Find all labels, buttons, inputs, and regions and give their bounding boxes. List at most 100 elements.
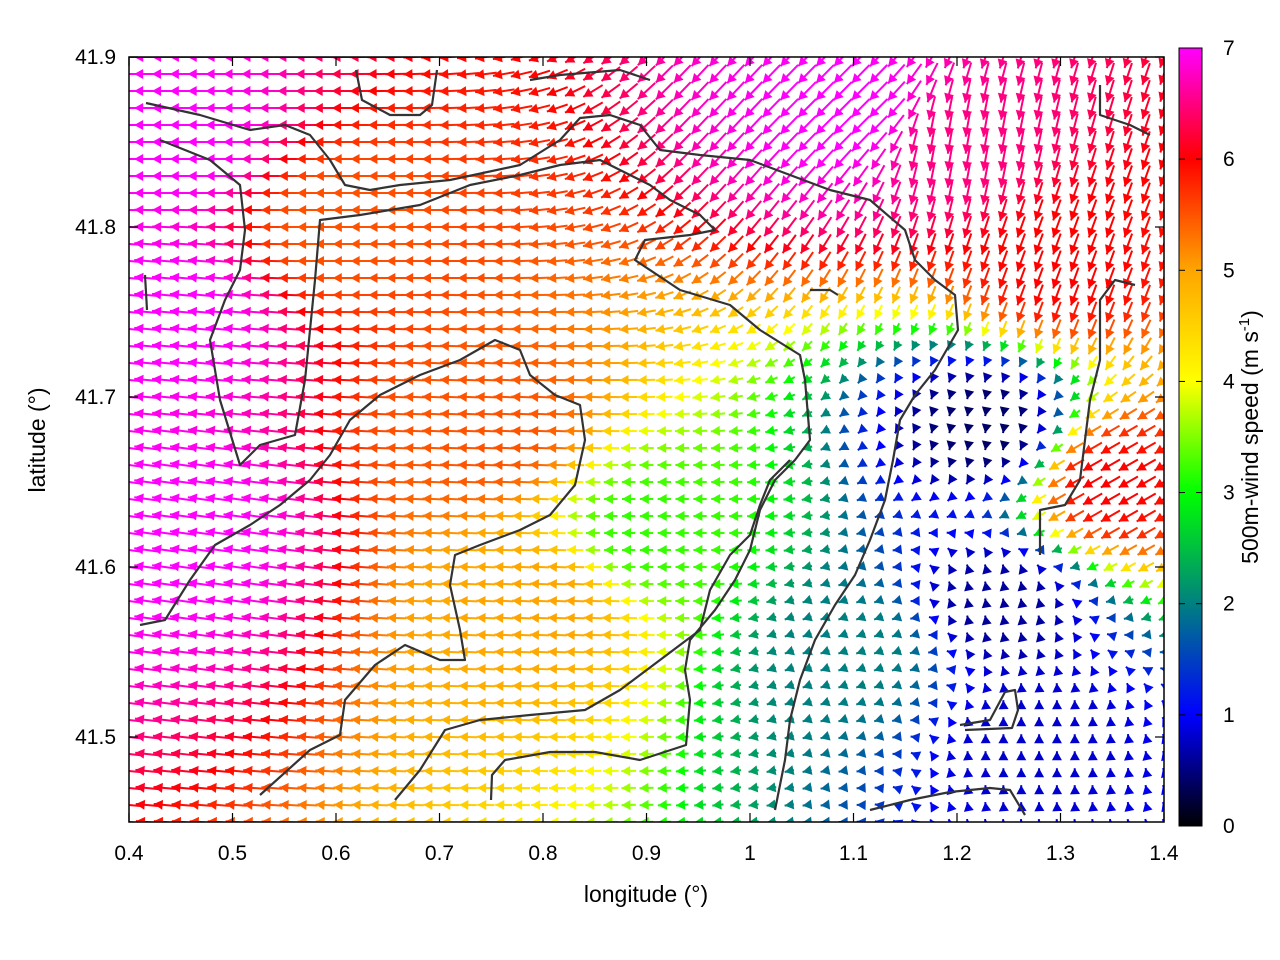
wind-arrow [797,132,817,152]
wind-arrow [838,645,849,656]
wind-arrow [838,799,848,810]
wind-arrow [835,216,850,238]
wind-arrow [476,629,496,640]
wind-arrow [441,800,460,811]
wind-arrow [313,561,338,572]
wind-arrow [673,132,692,152]
wind-arrow [206,748,230,759]
wind-arrow [874,340,885,352]
wind-arrow [674,425,690,436]
wind-arrow [134,629,160,640]
wind-arrow [528,69,551,80]
wind-arrow [296,170,318,181]
wind-arrow [368,561,390,572]
wind-arrow [129,701,142,706]
wind-arrow [766,662,777,673]
wind-arrow [730,663,742,674]
wind-arrow [657,765,672,776]
wind-arrow [529,290,550,301]
wind-arrow [511,408,532,419]
wind-arrow [1051,751,1062,761]
wind-arrow [1071,598,1083,609]
wind-arrow [1033,216,1044,238]
wind-arrow [763,234,780,254]
wind-arrow [1158,258,1164,272]
coastline-line [139,338,587,796]
wind-arrow [964,666,976,677]
wind-arrow [511,306,532,317]
wind-arrow [457,222,479,233]
wind-arrow [224,697,248,708]
wind-arrow [1015,130,1026,154]
wind-arrow [765,442,778,453]
wind-arrow [926,130,937,154]
wind-arrow [1036,581,1046,592]
wind-arrow [784,679,795,690]
wind-arrow [332,306,354,317]
wind-arrow [980,181,990,205]
wind-arrow [1019,439,1029,451]
wind-arrow [1015,233,1026,255]
wind-arrow [727,288,744,302]
wind-arrow [440,561,460,572]
wind-arrow [296,289,319,300]
wind-arrow [512,766,531,777]
wind-arrow [746,357,761,367]
wind-arrow [962,250,973,272]
wind-arrow [1161,750,1164,762]
wind-arrow [693,510,707,521]
wind-arrow [1122,233,1134,255]
wind-arrow [421,255,443,266]
wind-arrow [548,732,567,743]
wind-arrow [783,391,796,401]
wind-arrow [422,476,443,487]
wind-arrow [549,511,566,522]
wind-arrow [929,339,939,351]
wind-arrow [873,286,884,304]
wind-arrow [998,802,1009,812]
wind-arrow [1047,493,1067,505]
wind-arrow [1105,250,1116,272]
wind-arrow [405,680,425,691]
wind-arrow [1105,319,1116,339]
wind-arrow [856,492,868,502]
wind-arrow [965,547,976,558]
wind-arrow [1053,390,1064,401]
wind-arrow [764,357,779,368]
wind-arrow [404,357,425,368]
wind-arrow [800,269,814,287]
wind-arrow [493,442,515,453]
wind-arrow [926,233,937,255]
wind-arrow [547,612,567,623]
wind-arrow [802,696,813,707]
wind-arrow [476,749,495,759]
wind-arrow [838,510,849,520]
wind-arrow [332,595,355,606]
wind-arrow [1053,666,1064,677]
wind-arrow [891,679,903,690]
wind-arrow [494,749,513,760]
wind-arrow [457,442,479,453]
wind-arrow [511,205,533,216]
wind-arrow [887,80,906,102]
wind-arrow [872,198,885,222]
wind-arrow [1016,526,1028,537]
wind-arrow [151,544,178,555]
wind-arrow [187,646,213,657]
wind-arrow [654,273,674,283]
wind-arrow [639,545,654,556]
wind-arrow [296,663,319,674]
wind-arrow [332,222,354,232]
wind-arrow [1105,751,1116,761]
wind-arrow [675,459,690,470]
wind-arrow [947,581,957,592]
wind-arrow [1051,284,1062,306]
wind-arrow [980,250,991,272]
wind-arrow [134,680,160,691]
wind-arrow [1124,716,1135,727]
wind-arrow [386,255,408,266]
wind-arrow [980,233,991,255]
wind-arrow [1122,284,1134,306]
wind-arrow [1136,407,1156,421]
wind-arrow [261,238,283,249]
